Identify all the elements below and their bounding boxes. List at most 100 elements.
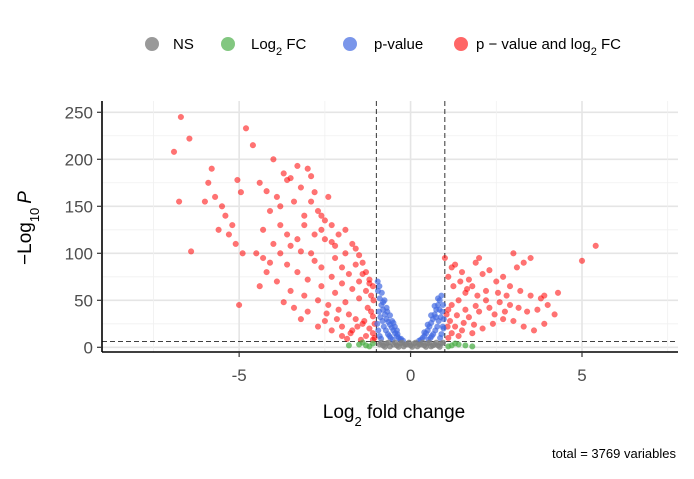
data-point-both — [465, 314, 473, 321]
data-point-both — [474, 292, 481, 299]
data-point-both — [458, 327, 466, 334]
data-point-both — [482, 287, 490, 295]
data-point-both — [499, 315, 507, 323]
data-point-both — [297, 184, 305, 191]
data-point-p — [434, 295, 442, 302]
data-point-both — [361, 317, 368, 325]
data-point-both — [458, 268, 466, 276]
data-point-both — [342, 250, 349, 257]
data-point-ns — [429, 342, 437, 349]
data-point-both — [280, 170, 287, 177]
data-point-both — [359, 270, 366, 278]
data-point-p — [394, 330, 401, 338]
data-point-both — [318, 283, 325, 290]
y-tick-label: 0 — [84, 338, 93, 357]
data-point-both — [311, 231, 318, 238]
data-point-both — [277, 221, 284, 229]
points — [170, 113, 599, 350]
data-point-both — [237, 189, 245, 196]
data-point-both — [301, 212, 308, 219]
data-point-both — [235, 301, 243, 309]
data-point-both — [578, 257, 586, 264]
data-point-p — [391, 323, 398, 330]
y-tick-label: 100 — [65, 244, 93, 263]
data-point-both — [256, 283, 263, 290]
data-point-p — [439, 301, 447, 309]
data-point-both — [266, 259, 274, 266]
data-point-both — [343, 335, 351, 342]
data-point-p — [379, 317, 386, 325]
data-point-ns — [415, 341, 423, 348]
data-point-both — [311, 189, 318, 196]
data-point-both — [297, 315, 305, 323]
data-point-ns — [385, 339, 392, 346]
data-point-both — [294, 268, 301, 276]
data-point-both — [215, 226, 222, 233]
data-point-p — [376, 283, 383, 290]
data-point-both — [333, 315, 341, 323]
data-point-both — [479, 325, 486, 332]
data-point-both — [352, 315, 359, 323]
data-point-both — [304, 165, 311, 172]
data-point-both — [338, 280, 346, 287]
data-point-both — [496, 299, 503, 306]
data-point-both — [294, 162, 301, 170]
x-ticks: -5 0 5 — [232, 352, 587, 385]
y-axis-title: −Log10P — [15, 191, 42, 265]
legend: NS Log2 FC p-value p − value and log2 FC — [145, 36, 621, 58]
data-point-both — [355, 278, 363, 285]
data-point-both — [290, 304, 298, 311]
data-point-both — [544, 301, 551, 309]
data-point-both — [297, 248, 305, 255]
data-point-both — [201, 198, 209, 205]
data-point-both — [242, 125, 250, 132]
data-point-p — [431, 302, 438, 310]
data-point-fc — [345, 342, 353, 349]
data-point-p — [436, 334, 444, 342]
data-point-both — [301, 292, 308, 299]
data-point-both — [472, 259, 479, 266]
data-point-both — [462, 306, 469, 313]
data-point-both — [491, 311, 498, 318]
data-point-both — [506, 301, 514, 309]
y-tick-label: 50 — [74, 291, 93, 310]
data-point-both — [479, 270, 486, 278]
data-point-ns — [409, 343, 416, 350]
data-point-p — [388, 317, 396, 325]
data-point-both — [541, 292, 548, 299]
data-point-fc — [359, 339, 366, 346]
data-point-both — [301, 221, 308, 229]
data-point-both — [534, 306, 541, 313]
data-point-both — [362, 332, 370, 340]
data-point-both — [318, 212, 325, 219]
data-point-both — [266, 207, 274, 215]
data-point-both — [367, 308, 375, 315]
data-point-both — [256, 179, 263, 186]
legend-key-p — [343, 37, 357, 51]
data-point-both — [287, 174, 294, 182]
data-point-both — [523, 308, 531, 315]
data-point-both — [287, 242, 294, 249]
data-point-p — [374, 320, 381, 327]
x-tick-label: 0 — [406, 366, 415, 385]
data-point-both — [448, 301, 455, 309]
data-point-ns — [439, 339, 447, 346]
data-point-both — [338, 323, 346, 330]
data-point-both — [541, 320, 548, 327]
data-point-both — [370, 297, 377, 304]
data-point-both — [287, 287, 294, 295]
data-point-both — [503, 292, 510, 299]
data-point-both — [314, 323, 322, 330]
data-point-both — [345, 311, 353, 318]
data-point-both — [249, 142, 257, 149]
legend-item-p: p-value — [343, 36, 423, 53]
data-point-both — [304, 276, 311, 283]
data-point-both — [486, 267, 493, 274]
data-point-both — [323, 310, 330, 317]
data-point-both — [506, 283, 514, 290]
data-point-both — [359, 259, 366, 266]
data-point-both — [259, 226, 267, 233]
data-point-p — [381, 297, 388, 304]
data-point-both — [455, 332, 462, 340]
data-point-both — [367, 292, 375, 299]
